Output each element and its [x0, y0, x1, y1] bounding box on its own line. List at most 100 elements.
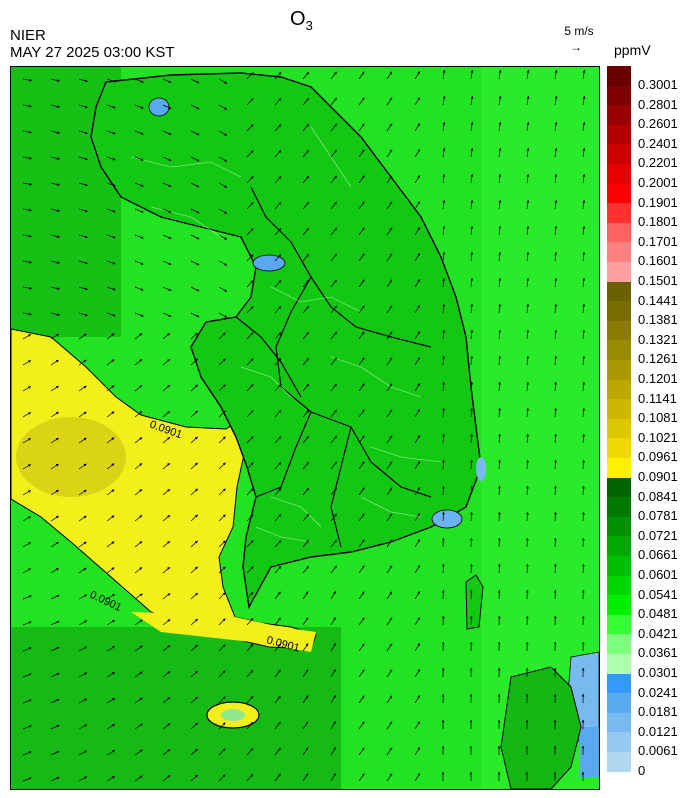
wind-arrow-icon	[358, 747, 365, 756]
wind-arrow-icon	[498, 225, 502, 236]
wind-arrow-icon	[78, 333, 87, 340]
wind-arrow-icon	[78, 286, 88, 291]
wind-arrow-icon	[274, 280, 282, 288]
wind-arrow-icon	[386, 409, 393, 418]
wind-arrow-icon	[78, 312, 88, 317]
wind-arrow-icon	[190, 260, 200, 266]
legend-swatch	[607, 85, 631, 106]
wind-arrow-icon	[470, 147, 474, 158]
wind-arrow-icon	[162, 619, 171, 626]
wind-arrow-icon	[498, 329, 502, 340]
wind-arrow-icon	[190, 156, 200, 162]
wind-arrow-icon	[302, 279, 310, 288]
wind-arrow-icon	[246, 514, 254, 522]
wind-arrow-icon	[22, 595, 32, 600]
wind-arrow-icon	[386, 149, 393, 158]
wind-arrow-icon	[106, 724, 115, 730]
wind-arrow-icon	[302, 201, 310, 210]
wind-arrow-icon	[78, 541, 87, 548]
wind-arrow-icon	[358, 357, 365, 366]
wind-arrow-icon	[414, 149, 421, 158]
wind-arrow-icon	[22, 234, 33, 238]
wind-arrow-icon	[386, 539, 393, 548]
legend-label: 0.0061	[638, 743, 678, 759]
wind-arrow-icon	[190, 670, 198, 678]
korea-landmass	[90, 72, 482, 610]
wind-arrow-icon	[246, 410, 254, 418]
wind-arrow-icon	[190, 410, 198, 418]
wind-arrow-icon	[526, 251, 530, 262]
wind-arrow-icon	[162, 78, 172, 83]
wind-arrow-icon	[470, 459, 473, 470]
wind-arrow-icon	[134, 411, 143, 418]
wind-arrow-icon	[246, 591, 254, 600]
wind-arrow-icon	[50, 567, 59, 574]
wind-reference-label: 5 m/s	[564, 24, 594, 38]
wind-arrow-icon	[274, 72, 282, 80]
wind-arrow-icon	[358, 149, 365, 158]
wind-arrow-icon	[358, 461, 365, 470]
wind-arrow-icon	[78, 359, 87, 366]
wind-arrow-icon	[302, 513, 310, 522]
wind-arrow-icon	[554, 173, 558, 184]
wind-arrow-icon	[218, 384, 226, 392]
legend-swatch	[607, 673, 631, 694]
wind-arrow-icon	[274, 591, 281, 600]
legend-label: 0.1501	[638, 273, 678, 288]
wind-arrow-icon	[386, 695, 393, 704]
wind-arrow-icon	[162, 358, 171, 366]
wind-arrow-icon	[582, 121, 586, 132]
wind-arrow-icon	[302, 617, 309, 626]
wind-arrow-icon	[22, 208, 33, 212]
wind-arrow-icon	[190, 618, 198, 626]
wind-arrow-icon	[498, 173, 502, 184]
wind-arrow-icon	[526, 329, 530, 340]
wind-arrow-icon	[554, 277, 558, 288]
wind-arrow-icon	[50, 411, 59, 418]
wind-arrow-icon	[190, 592, 198, 600]
wind-arrow-icon	[442, 355, 446, 366]
wind-arrow-icon	[386, 643, 393, 652]
wind-arrow-icon	[414, 695, 421, 704]
wind-arrow-icon	[134, 156, 144, 161]
legend-label: 0.0841	[638, 488, 678, 504]
wind-arrow-icon	[218, 514, 226, 522]
wind-arrow-icon	[386, 71, 393, 80]
wind-arrow-icon	[582, 251, 586, 262]
legend-label: 0.0241	[638, 684, 678, 700]
wind-arrow-icon	[554, 251, 558, 262]
wind-arrow-icon	[554, 355, 558, 366]
wind-arrow-icon	[470, 303, 474, 314]
wind-arrow-icon	[330, 201, 337, 210]
ozone-map-canvas: 0.0901 0.0901 0.0901	[11, 67, 599, 789]
wind-arrow-icon	[218, 722, 226, 730]
legend-swatch	[607, 340, 631, 360]
wind-arrow-icon	[190, 644, 198, 652]
wind-arrow-icon	[302, 721, 309, 730]
wind-arrow-icon	[526, 407, 529, 418]
wind-arrow-icon	[162, 208, 172, 213]
wind-arrow-icon	[22, 621, 32, 626]
wind-arrow-icon	[50, 182, 61, 186]
wind-arrow-icon	[218, 644, 226, 652]
wind-arrow-icon	[358, 123, 365, 132]
legend-label: 0.0301	[638, 665, 678, 680]
wind-arrow-icon	[330, 357, 337, 366]
wind-arrow-icon	[414, 591, 421, 600]
wind-arrow-icon	[414, 773, 421, 782]
wind-arrow-icon	[386, 461, 393, 470]
wind-arrow-icon	[106, 646, 115, 652]
wind-arrow-icon	[162, 384, 171, 392]
wind-arrow-icon	[470, 199, 474, 210]
wind-arrow-icon	[470, 69, 474, 80]
wind-arrow-icon	[190, 332, 198, 340]
wind-arrow-icon	[526, 95, 530, 106]
wind-arrow-icon	[330, 461, 337, 470]
wind-arrow-icon	[386, 487, 393, 496]
wind-arrow-icon	[22, 699, 32, 704]
wind-arrow-icon	[246, 669, 254, 678]
legend-swatch	[607, 575, 631, 596]
wind-arrow-icon	[274, 358, 282, 366]
wind-arrow-icon	[554, 329, 558, 340]
legend-swatch	[607, 497, 631, 517]
